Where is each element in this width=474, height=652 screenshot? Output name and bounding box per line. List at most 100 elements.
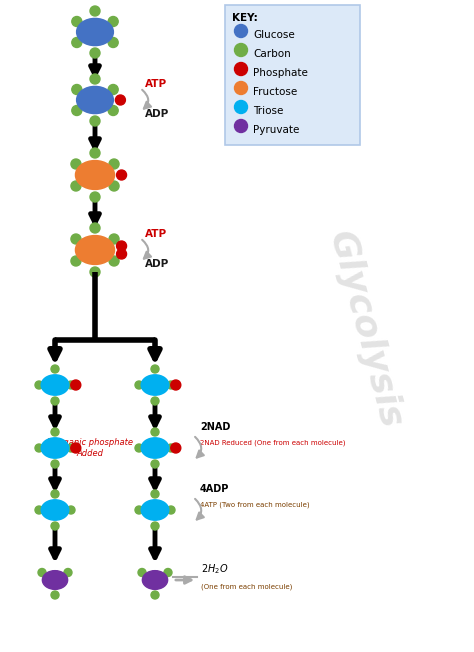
Circle shape	[109, 159, 119, 169]
Circle shape	[135, 506, 143, 514]
Text: ATP: ATP	[145, 79, 167, 89]
Circle shape	[51, 591, 59, 599]
Circle shape	[35, 506, 43, 514]
Circle shape	[135, 444, 143, 452]
FancyBboxPatch shape	[225, 5, 360, 145]
Circle shape	[235, 119, 247, 132]
Circle shape	[71, 181, 81, 191]
Circle shape	[51, 490, 59, 498]
Circle shape	[72, 38, 82, 48]
Circle shape	[71, 234, 81, 244]
Circle shape	[167, 381, 175, 389]
Circle shape	[138, 569, 146, 576]
Circle shape	[117, 249, 127, 259]
Circle shape	[90, 116, 100, 126]
Circle shape	[35, 444, 43, 452]
Circle shape	[35, 381, 43, 389]
Circle shape	[235, 100, 247, 113]
Circle shape	[151, 490, 159, 498]
Circle shape	[71, 159, 81, 169]
Circle shape	[90, 267, 100, 277]
Circle shape	[167, 444, 175, 452]
Text: $2H_2O$: $2H_2O$	[201, 562, 228, 576]
Ellipse shape	[77, 18, 113, 46]
Circle shape	[108, 85, 118, 95]
Ellipse shape	[75, 160, 115, 190]
Circle shape	[171, 380, 181, 390]
Circle shape	[108, 106, 118, 115]
Circle shape	[235, 25, 247, 38]
Circle shape	[90, 6, 100, 16]
Circle shape	[117, 170, 127, 180]
FancyArrowPatch shape	[142, 240, 151, 259]
Ellipse shape	[75, 235, 115, 265]
Text: Glucose: Glucose	[253, 30, 295, 40]
Circle shape	[108, 16, 118, 27]
Circle shape	[90, 48, 100, 58]
Text: Pyruvate: Pyruvate	[253, 125, 300, 135]
Circle shape	[64, 569, 72, 576]
Text: Phosphate: Phosphate	[253, 68, 308, 78]
Text: Inorganic phosphate
Added: Inorganic phosphate Added	[47, 437, 133, 458]
Circle shape	[151, 428, 159, 436]
Text: Triose: Triose	[253, 106, 283, 116]
Circle shape	[151, 460, 159, 468]
Circle shape	[235, 44, 247, 57]
Text: 2NAD Reduced (One from each molecule): 2NAD Reduced (One from each molecule)	[200, 439, 346, 445]
Ellipse shape	[41, 375, 69, 395]
Circle shape	[71, 443, 81, 453]
Circle shape	[72, 106, 82, 115]
Text: 4ATP (Two from each molecule): 4ATP (Two from each molecule)	[200, 501, 310, 507]
Circle shape	[51, 460, 59, 468]
FancyArrowPatch shape	[195, 499, 204, 520]
Circle shape	[164, 569, 172, 576]
Ellipse shape	[42, 570, 68, 589]
Circle shape	[151, 522, 159, 530]
Ellipse shape	[141, 500, 169, 520]
Circle shape	[51, 365, 59, 373]
Circle shape	[72, 16, 82, 27]
Ellipse shape	[77, 87, 113, 113]
Circle shape	[109, 256, 119, 266]
Circle shape	[90, 74, 100, 84]
Ellipse shape	[141, 437, 169, 458]
Circle shape	[51, 522, 59, 530]
Circle shape	[167, 506, 175, 514]
Text: Fructose: Fructose	[253, 87, 297, 97]
Ellipse shape	[142, 570, 168, 589]
Circle shape	[51, 397, 59, 405]
FancyArrowPatch shape	[195, 437, 204, 458]
Text: 2NAD: 2NAD	[200, 422, 230, 432]
Circle shape	[135, 381, 143, 389]
Circle shape	[235, 63, 247, 76]
Circle shape	[71, 380, 81, 390]
Text: ADP: ADP	[145, 109, 169, 119]
Circle shape	[151, 397, 159, 405]
Circle shape	[171, 443, 181, 453]
Ellipse shape	[141, 375, 169, 395]
Circle shape	[108, 38, 118, 48]
Circle shape	[235, 82, 247, 95]
Circle shape	[90, 148, 100, 158]
Circle shape	[51, 428, 59, 436]
Circle shape	[67, 444, 75, 452]
Circle shape	[38, 569, 46, 576]
Circle shape	[109, 181, 119, 191]
Text: ATP: ATP	[145, 229, 167, 239]
FancyArrowPatch shape	[142, 90, 151, 109]
Text: (One from each molecule): (One from each molecule)	[201, 583, 292, 589]
Circle shape	[151, 365, 159, 373]
Text: Glycolysis: Glycolysis	[322, 228, 408, 432]
Circle shape	[90, 192, 100, 202]
Circle shape	[67, 506, 75, 514]
Circle shape	[67, 381, 75, 389]
Text: KEY:: KEY:	[232, 13, 258, 23]
Text: 4ADP: 4ADP	[200, 484, 229, 494]
Circle shape	[72, 85, 82, 95]
Ellipse shape	[41, 437, 69, 458]
Circle shape	[71, 256, 81, 266]
Ellipse shape	[41, 500, 69, 520]
Text: ADP: ADP	[145, 259, 169, 269]
Circle shape	[117, 241, 127, 251]
Text: Carbon: Carbon	[253, 49, 291, 59]
